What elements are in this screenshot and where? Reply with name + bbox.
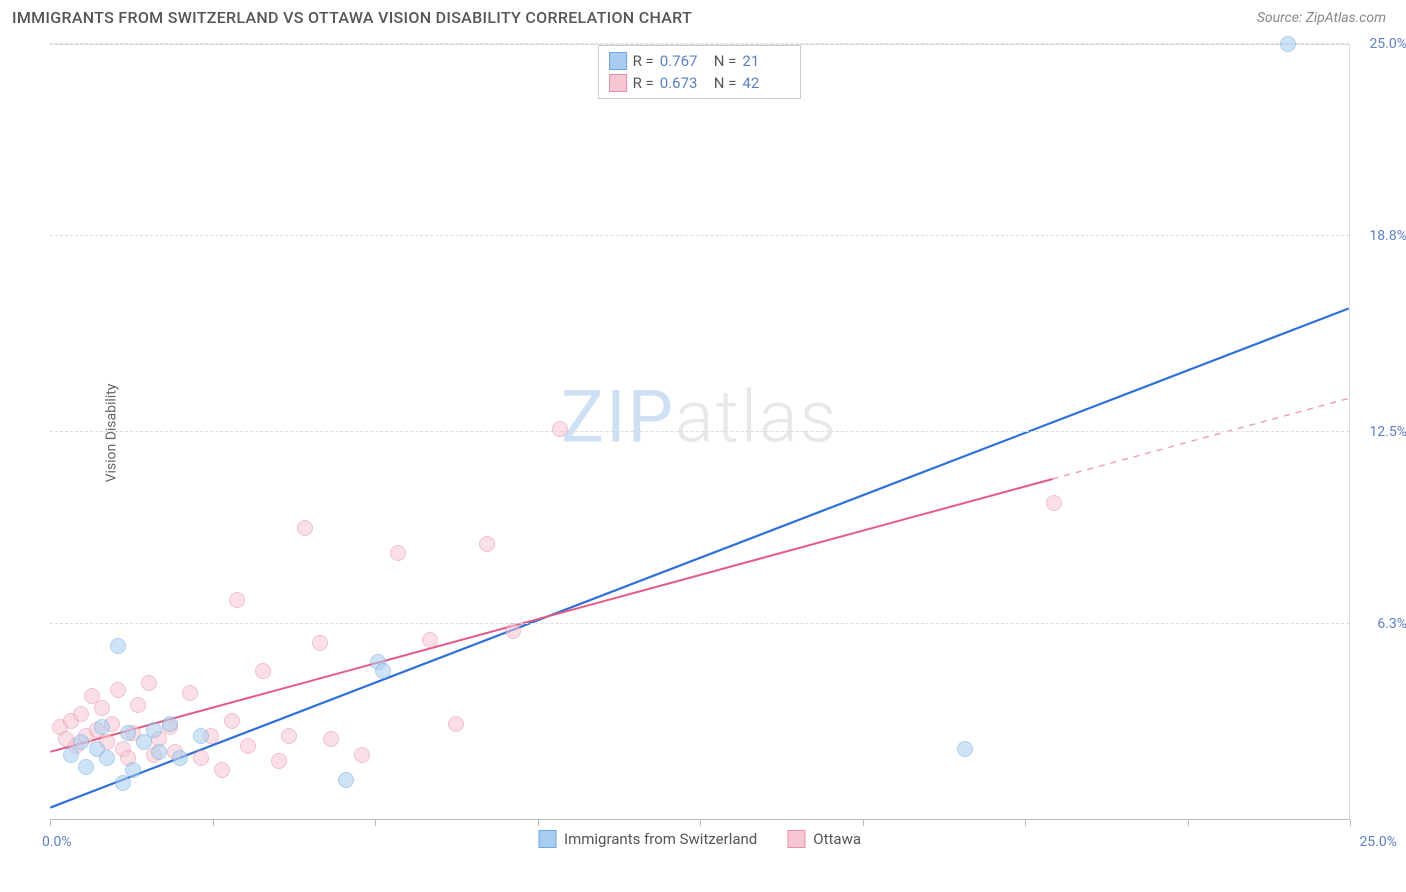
data-point	[214, 762, 230, 778]
x-tick	[375, 820, 376, 826]
data-point	[141, 675, 157, 691]
data-point	[172, 750, 188, 766]
data-point	[422, 632, 438, 648]
data-point	[94, 719, 110, 735]
scatter-chart: Vision Disability ZIPatlas R = 0.767 N =…	[50, 44, 1350, 820]
watermark-atlas: atlas	[675, 375, 838, 460]
data-point	[151, 744, 167, 760]
data-point	[73, 734, 89, 750]
gridline	[50, 431, 1349, 432]
data-point	[73, 706, 89, 722]
x-max-label: 25.0%	[1359, 834, 1397, 850]
r-label: R =	[633, 74, 654, 92]
data-point	[224, 713, 240, 729]
data-point	[193, 750, 209, 766]
data-point	[271, 753, 287, 769]
gridline	[50, 43, 1349, 44]
data-point	[99, 750, 115, 766]
trend-lines	[50, 45, 1349, 820]
data-point	[312, 635, 328, 651]
series-legend: Immigrants from Switzerland Ottawa	[538, 830, 861, 848]
x-tick	[213, 820, 214, 826]
r-label: R =	[633, 52, 654, 70]
legend-item-series-0: Immigrants from Switzerland	[538, 830, 757, 848]
data-point	[182, 685, 198, 701]
data-point	[255, 663, 271, 679]
data-point	[78, 759, 94, 775]
source-attribution: Source: ZipAtlas.com	[1257, 10, 1386, 26]
data-point	[193, 728, 209, 744]
data-point	[552, 421, 568, 437]
data-point	[957, 741, 973, 757]
n-value-0: 21	[742, 52, 790, 70]
correlation-legend: R = 0.767 N = 21 R = 0.673 N = 42	[598, 45, 802, 99]
data-point	[338, 772, 354, 788]
data-point	[110, 638, 126, 654]
swatch-series-0-icon	[538, 830, 556, 848]
series-1-name: Ottawa	[813, 830, 861, 848]
legend-row-series-1: R = 0.673 N = 42	[609, 72, 791, 94]
source-value: ZipAtlas.com	[1306, 10, 1386, 26]
data-point	[125, 762, 141, 778]
chart-title: IMMIGRANTS FROM SWITZERLAND VS OTTAWA VI…	[12, 8, 692, 27]
data-point	[390, 545, 406, 561]
y-tick-label: 25.0%	[1369, 36, 1406, 52]
y-tick-label: 12.5%	[1369, 424, 1406, 440]
y-axis-label: Vision Disability	[103, 383, 119, 482]
data-point	[297, 520, 313, 536]
data-point	[110, 682, 126, 698]
data-point	[375, 663, 391, 679]
source-label: Source:	[1257, 10, 1302, 26]
data-point	[1280, 36, 1296, 52]
data-point	[505, 623, 521, 639]
data-point	[120, 725, 136, 741]
x-tick	[700, 820, 701, 826]
r-value-0: 0.767	[660, 52, 708, 70]
swatch-series-1-icon	[787, 830, 805, 848]
data-point	[281, 728, 297, 744]
r-value-1: 0.673	[660, 74, 708, 92]
x-tick	[1350, 820, 1351, 826]
data-point	[229, 592, 245, 608]
n-value-1: 42	[742, 74, 790, 92]
data-point	[1046, 495, 1062, 511]
data-point	[130, 697, 146, 713]
n-label: N =	[714, 52, 737, 70]
x-min-label: 0.0%	[42, 834, 72, 850]
data-point	[240, 738, 256, 754]
y-tick-label: 6.3%	[1377, 616, 1406, 632]
data-point	[448, 716, 464, 732]
watermark-zip: ZIP	[561, 375, 675, 460]
data-point	[146, 722, 162, 738]
gridline	[50, 235, 1349, 236]
legend-row-series-0: R = 0.767 N = 21	[609, 50, 791, 72]
series-0-name: Immigrants from Switzerland	[564, 830, 757, 848]
x-tick	[50, 820, 51, 826]
gridline	[50, 623, 1349, 624]
n-label: N =	[714, 74, 737, 92]
x-tick	[863, 820, 864, 826]
x-tick	[1025, 820, 1026, 826]
x-tick	[1188, 820, 1189, 826]
data-point	[354, 747, 370, 763]
swatch-series-1	[609, 74, 627, 92]
legend-item-series-1: Ottawa	[787, 830, 861, 848]
data-point	[323, 731, 339, 747]
watermark: ZIPatlas	[561, 375, 838, 460]
data-point	[94, 700, 110, 716]
data-point	[479, 536, 495, 552]
data-point	[162, 716, 178, 732]
y-tick-label: 18.8%	[1369, 228, 1406, 244]
swatch-series-0	[609, 52, 627, 70]
x-tick	[538, 820, 539, 826]
